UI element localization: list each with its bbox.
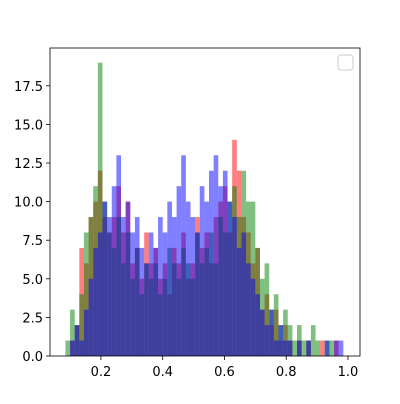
histogram-bar [218, 186, 223, 356]
histogram-bar [273, 294, 279, 356]
histogram-bar [70, 309, 75, 356]
histogram-bar [315, 340, 321, 356]
x-tick-label: 0.4 [152, 365, 173, 380]
histogram-bar [79, 294, 84, 356]
histogram-bar [232, 217, 237, 356]
histogram-bar [213, 155, 219, 356]
y-tick-label: 0.0 [22, 350, 43, 365]
histogram-bar [269, 309, 274, 356]
histogram-bar [83, 232, 89, 356]
x-tick-label: 0.6 [214, 365, 235, 380]
histogram-bar [222, 170, 228, 356]
histogram-bar [176, 186, 182, 356]
histogram-bar [171, 217, 177, 356]
histogram-bar [199, 186, 205, 356]
histogram-bar [306, 340, 311, 356]
y-tick-label: 2.5 [22, 311, 43, 326]
histogram-bar [185, 201, 191, 356]
histogram-bar [130, 232, 135, 356]
histogram-bar [255, 294, 260, 356]
histogram-bar [324, 340, 330, 356]
histogram-bar [301, 340, 307, 356]
histogram-bar [79, 340, 84, 356]
histogram-bar [97, 232, 103, 356]
histogram-bar [111, 186, 117, 356]
histogram-bar [116, 155, 122, 356]
y-tick-label: 12.5 [14, 157, 43, 172]
y-tick-label: 7.5 [22, 234, 43, 249]
histogram-bar [134, 217, 140, 356]
x-tick-label: 1.0 [338, 365, 359, 380]
histogram-bar [250, 278, 256, 356]
histogram-bar [264, 325, 270, 356]
histogram-bar [70, 340, 75, 356]
histogram-bar [204, 201, 210, 356]
histogram-bar [209, 170, 214, 356]
histogram-bar [107, 217, 112, 356]
histogram-bar [153, 247, 159, 356]
histogram-bar [320, 340, 325, 356]
histogram-bar [246, 263, 251, 356]
histogram-bar [283, 340, 288, 356]
histogram-bar [88, 278, 94, 356]
y-tick-label: 15.0 [14, 118, 43, 133]
x-tick-label: 0.2 [91, 365, 112, 380]
histogram-bar [292, 340, 298, 356]
y-tick-label: 5.0 [22, 273, 43, 288]
histogram-bar [83, 309, 89, 356]
histogram-bar [236, 247, 242, 356]
histogram-bar [287, 340, 293, 356]
histogram-bar [334, 340, 339, 356]
histogram-bar [181, 155, 186, 356]
y-tick-label: 17.5 [14, 80, 43, 95]
histogram-bar [227, 201, 233, 356]
histogram-bar [148, 232, 154, 356]
histogram-bar [264, 263, 270, 356]
x-tick-label: 0.8 [276, 365, 297, 380]
histogram-bar [297, 340, 302, 356]
histogram-bar [167, 201, 172, 356]
histogram-bar [338, 340, 344, 356]
histogram-bar [74, 325, 80, 356]
histogram-bar [102, 201, 108, 356]
legend-box [337, 54, 354, 71]
histogram-bar [121, 217, 126, 356]
histogram-bar [144, 263, 149, 356]
histogram-bar [329, 340, 335, 356]
histogram-bar [125, 201, 131, 356]
histogram-bar [278, 325, 284, 356]
histogram-bar [190, 217, 196, 356]
histogram-bar [273, 340, 279, 356]
histogram-bar [158, 217, 163, 356]
histogram-bar [139, 247, 145, 356]
histogram-bar [97, 62, 103, 357]
y-tick-label: 10.0 [14, 196, 43, 211]
histogram-bar [93, 247, 98, 356]
histogram-bar [195, 232, 200, 356]
histogram-bar [65, 340, 71, 356]
histogram-bar [241, 232, 247, 356]
histogram-bar [283, 309, 288, 356]
histogram-bar [162, 232, 168, 356]
histogram-bar [259, 309, 265, 356]
histogram-bar [310, 325, 316, 356]
